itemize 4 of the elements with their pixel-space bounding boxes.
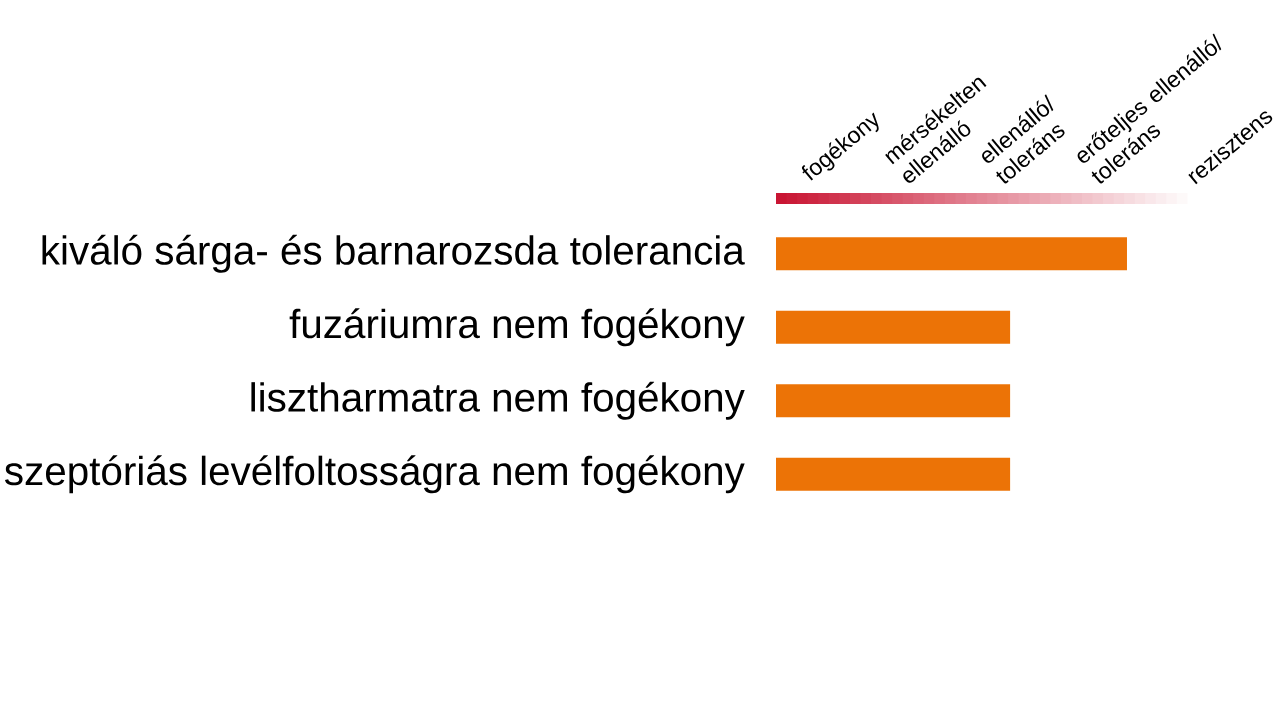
y-tick-label: kiváló sárga- és barnarozsda tolerancia bbox=[42, 234, 745, 273]
y-tick-label: szeptóriás levélfoltosságra nem fogékony bbox=[4, 455, 745, 494]
y-tick-label: lisztharmatra nem fogékony bbox=[251, 381, 745, 420]
y-tick-label: fuzáriumra nem fogékony bbox=[289, 308, 745, 347]
